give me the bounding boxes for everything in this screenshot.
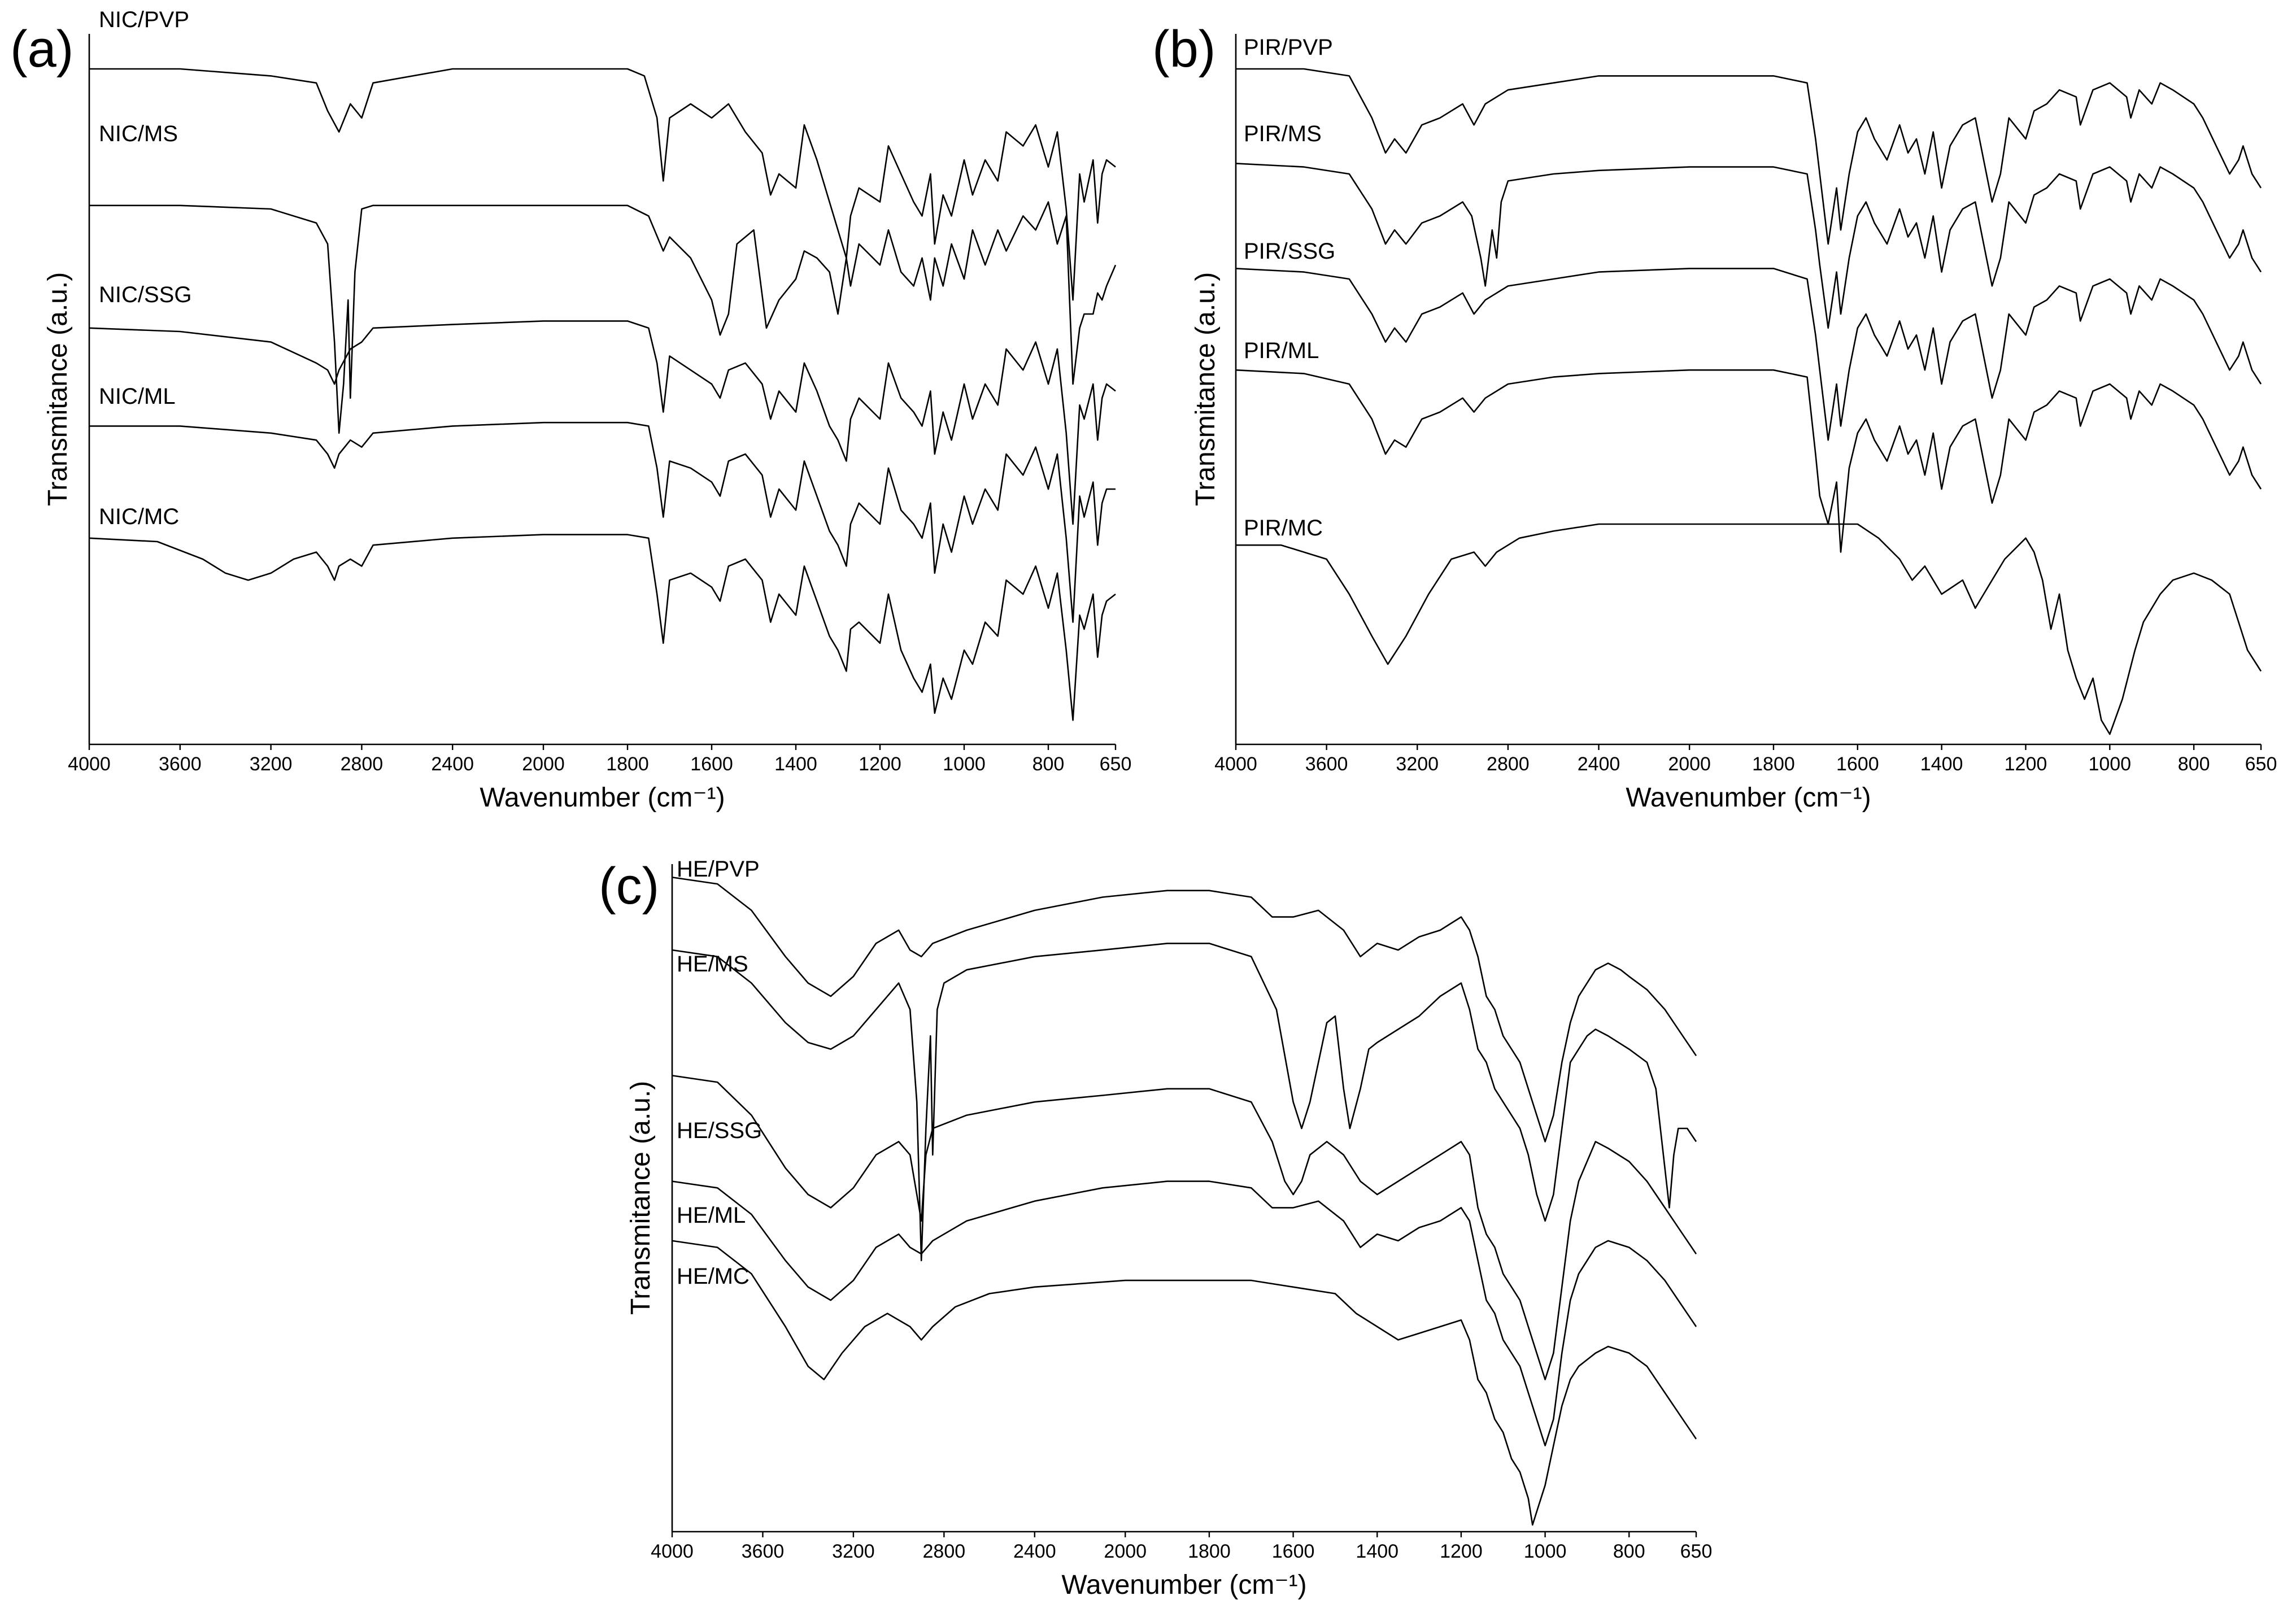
x-tick-label: 800: [1032, 753, 1065, 775]
y-axis-title: Transmitance (a.u.): [1191, 272, 1221, 506]
x-tick-label: 3200: [250, 753, 293, 775]
series-trace-he-mc: [672, 1240, 1697, 1526]
x-tick-label: 3600: [159, 753, 202, 775]
panel-label: (b): [1152, 20, 1215, 78]
series-trace-he-ssg: [672, 1075, 1697, 1380]
x-tick-label: 3600: [742, 1541, 785, 1562]
series-label: HE/ML: [677, 1203, 746, 1228]
series-trace-pir-ssg: [1235, 268, 2262, 441]
x-axis-title: Wavenumber (cm⁻¹): [480, 783, 725, 813]
series-trace-pir-ml: [1235, 369, 2262, 553]
x-tick-label: 1400: [1920, 753, 1963, 775]
x-tick-label: 4000: [68, 753, 111, 775]
x-tick-label: 1800: [606, 753, 649, 775]
series-trace-pir-ms: [1235, 163, 2262, 329]
x-tick-label: 650: [1680, 1541, 1713, 1562]
x-tick-label: 2400: [1578, 753, 1620, 775]
x-tick-label: 2400: [1013, 1541, 1056, 1562]
x-tick-label: 3200: [1396, 753, 1439, 775]
x-tick-label: 2800: [1487, 753, 1530, 775]
x-tick-label: 800: [1613, 1541, 1645, 1562]
x-tick-label: 650: [2245, 753, 2277, 775]
series-label: HE/PVP: [677, 857, 760, 882]
series-trace-nic-ssg: [89, 320, 1116, 525]
series-trace-nic-mc: [89, 534, 1116, 721]
series-label: NIC/MS: [99, 121, 178, 146]
series-trace-nic-pvp: [89, 68, 1116, 301]
x-tick-label: 3600: [1305, 753, 1348, 775]
x-tick-label: 650: [1100, 753, 1132, 775]
series-trace-he-ms: [672, 943, 1697, 1262]
x-axis-title: Wavenumber (cm⁻¹): [1626, 783, 1871, 813]
x-tick-label: 1400: [774, 753, 817, 775]
chart-panel-b: (b) 4000 3600 3200 2800 2400 2000 1800 1600 1400 1…: [1152, 20, 2277, 813]
x-tick-label: 1200: [1440, 1541, 1483, 1562]
x-tick-label: 3200: [832, 1541, 875, 1562]
x-tick-label: 1000: [943, 753, 986, 775]
x-tick-label: 4000: [1214, 753, 1257, 775]
x-tick-label: 2800: [341, 753, 384, 775]
x-tick-label: 4000: [651, 1541, 694, 1562]
x-tick-label: 1800: [1188, 1541, 1231, 1562]
series-trace-pir-mc: [1236, 523, 2262, 735]
x-tick-label: 2800: [923, 1541, 966, 1562]
series-label: PIR/MS: [1244, 121, 1322, 146]
series-label: NIC/ML: [99, 384, 176, 409]
x-tick-label: 2000: [1668, 753, 1711, 775]
chart-panel-a: (a) 4000 3600 3200 2800 2400 2000 1800 1600 1400 1…: [10, 7, 1131, 813]
series-trace-he-ml: [672, 1180, 1697, 1446]
x-tick-label: 1600: [1272, 1541, 1315, 1562]
series-trace-he-pvp: [672, 877, 1697, 1143]
series-label: PIR/MC: [1244, 516, 1323, 540]
panel-label: (a): [10, 20, 73, 78]
series-trace-nic-ml: [89, 421, 1116, 623]
x-axis-title: Wavenumber (cm⁻¹): [1061, 1570, 1306, 1600]
series-label: NIC/SSG: [99, 282, 191, 307]
x-tick-label: 2400: [431, 753, 474, 775]
x-tick-label: 2000: [1104, 1541, 1147, 1562]
x-tick-label: 1200: [859, 753, 901, 775]
series-label: PIR/PVP: [1244, 35, 1333, 60]
x-tick-label: 1200: [2005, 753, 2047, 775]
series-label: HE/MS: [677, 952, 748, 976]
y-axis-title: Transmitance (a.u.): [43, 272, 73, 506]
series-label: PIR/ML: [1244, 338, 1319, 363]
x-tick-label: 800: [2178, 753, 2210, 775]
chart-panel-c: (c) 4000 3600 3200 2800 2400 2000 1800 1600 1400 1…: [599, 857, 1712, 1600]
series-label: PIR/SSG: [1244, 239, 1335, 264]
x-tick-label: 1600: [690, 753, 733, 775]
series-label: HE/MC: [677, 1264, 750, 1289]
x-tick-label: 2000: [522, 753, 565, 775]
series-label: NIC/PVP: [99, 7, 189, 32]
x-tick-label: 1000: [2088, 753, 2131, 775]
panel-label: (c): [599, 857, 659, 915]
series-trace-pir-pvp: [1236, 68, 2262, 245]
x-tick-label: 1800: [1752, 753, 1795, 775]
series-trace-nic-ms: [89, 201, 1117, 434]
x-tick-label: 1000: [1524, 1541, 1567, 1562]
x-tick-label: 1400: [1356, 1541, 1398, 1562]
series-label: NIC/MC: [99, 504, 179, 529]
series-label: HE/SSG: [677, 1118, 762, 1143]
y-axis-title: Transmitance (a.u.): [626, 1081, 656, 1315]
x-tick-label: 1600: [1836, 753, 1879, 775]
